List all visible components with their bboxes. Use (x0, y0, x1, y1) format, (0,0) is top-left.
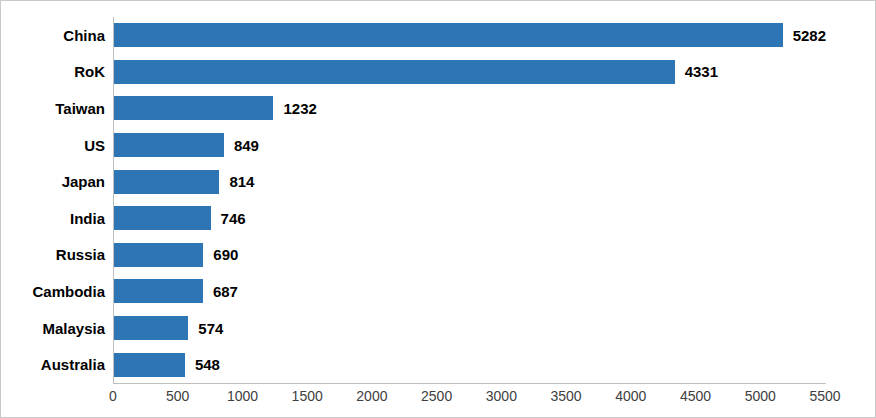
bar (114, 170, 219, 194)
bar (114, 60, 675, 84)
x-tick-label: 0 (109, 388, 117, 404)
bar-row: 548 (114, 346, 826, 383)
bar-row: 4331 (114, 54, 826, 91)
x-tick-label: 3000 (486, 388, 517, 404)
x-tick-label: 2500 (421, 388, 452, 404)
x-tick-label: 2000 (356, 388, 387, 404)
bar-row: 574 (114, 310, 826, 347)
x-tick-label: 5500 (809, 388, 840, 404)
value-label: 574 (198, 320, 223, 337)
bar-row: 746 (114, 200, 826, 237)
x-tick-label: 4500 (680, 388, 711, 404)
bar (114, 96, 273, 120)
x-tick-label: 500 (166, 388, 189, 404)
bar-row: 1232 (114, 90, 826, 127)
bar (114, 243, 203, 267)
category-label: US (5, 127, 105, 164)
bar-row: 5282 (114, 17, 826, 54)
category-label: Russia (5, 237, 105, 274)
x-tick-label: 5000 (745, 388, 776, 404)
bar-chart: ChinaRoKTaiwanUSJapanIndiaRussiaCambodia… (0, 0, 876, 418)
value-label: 746 (221, 210, 246, 227)
bar (114, 23, 783, 47)
bar-row: 814 (114, 163, 826, 200)
bar (114, 206, 211, 230)
x-tick-label: 1500 (292, 388, 323, 404)
bar (114, 316, 188, 340)
category-label: Japan (5, 163, 105, 200)
category-label: Taiwan (5, 90, 105, 127)
bar-row: 690 (114, 237, 826, 274)
plot-area: 5282 4331 1232 849 814 746 690 687 574 548 (113, 17, 826, 384)
value-label: 687 (213, 283, 238, 300)
bar (114, 279, 203, 303)
value-label: 849 (234, 137, 259, 154)
value-label: 5282 (793, 27, 826, 44)
category-label: India (5, 200, 105, 237)
bar-rows: 5282 4331 1232 849 814 746 690 687 574 548 (114, 17, 826, 383)
value-label: 1232 (283, 100, 316, 117)
value-axis: 0500100015002000250030003500400045005000… (113, 388, 825, 410)
category-label: RoK (5, 54, 105, 91)
category-label: Malaysia (5, 310, 105, 347)
category-label: Cambodia (5, 273, 105, 310)
value-label: 548 (195, 356, 220, 373)
x-tick-label: 4000 (615, 388, 646, 404)
value-label: 814 (229, 173, 254, 190)
bar-row: 849 (114, 127, 826, 164)
category-label: Australia (5, 346, 105, 383)
value-label: 690 (213, 246, 238, 263)
x-tick-label: 3500 (551, 388, 582, 404)
category-label: China (5, 17, 105, 54)
value-label: 4331 (685, 63, 718, 80)
x-tick-label: 1000 (227, 388, 258, 404)
bar-row: 687 (114, 273, 826, 310)
bar (114, 133, 224, 157)
bar (114, 353, 185, 377)
category-axis: ChinaRoKTaiwanUSJapanIndiaRussiaCambodia… (5, 17, 105, 383)
